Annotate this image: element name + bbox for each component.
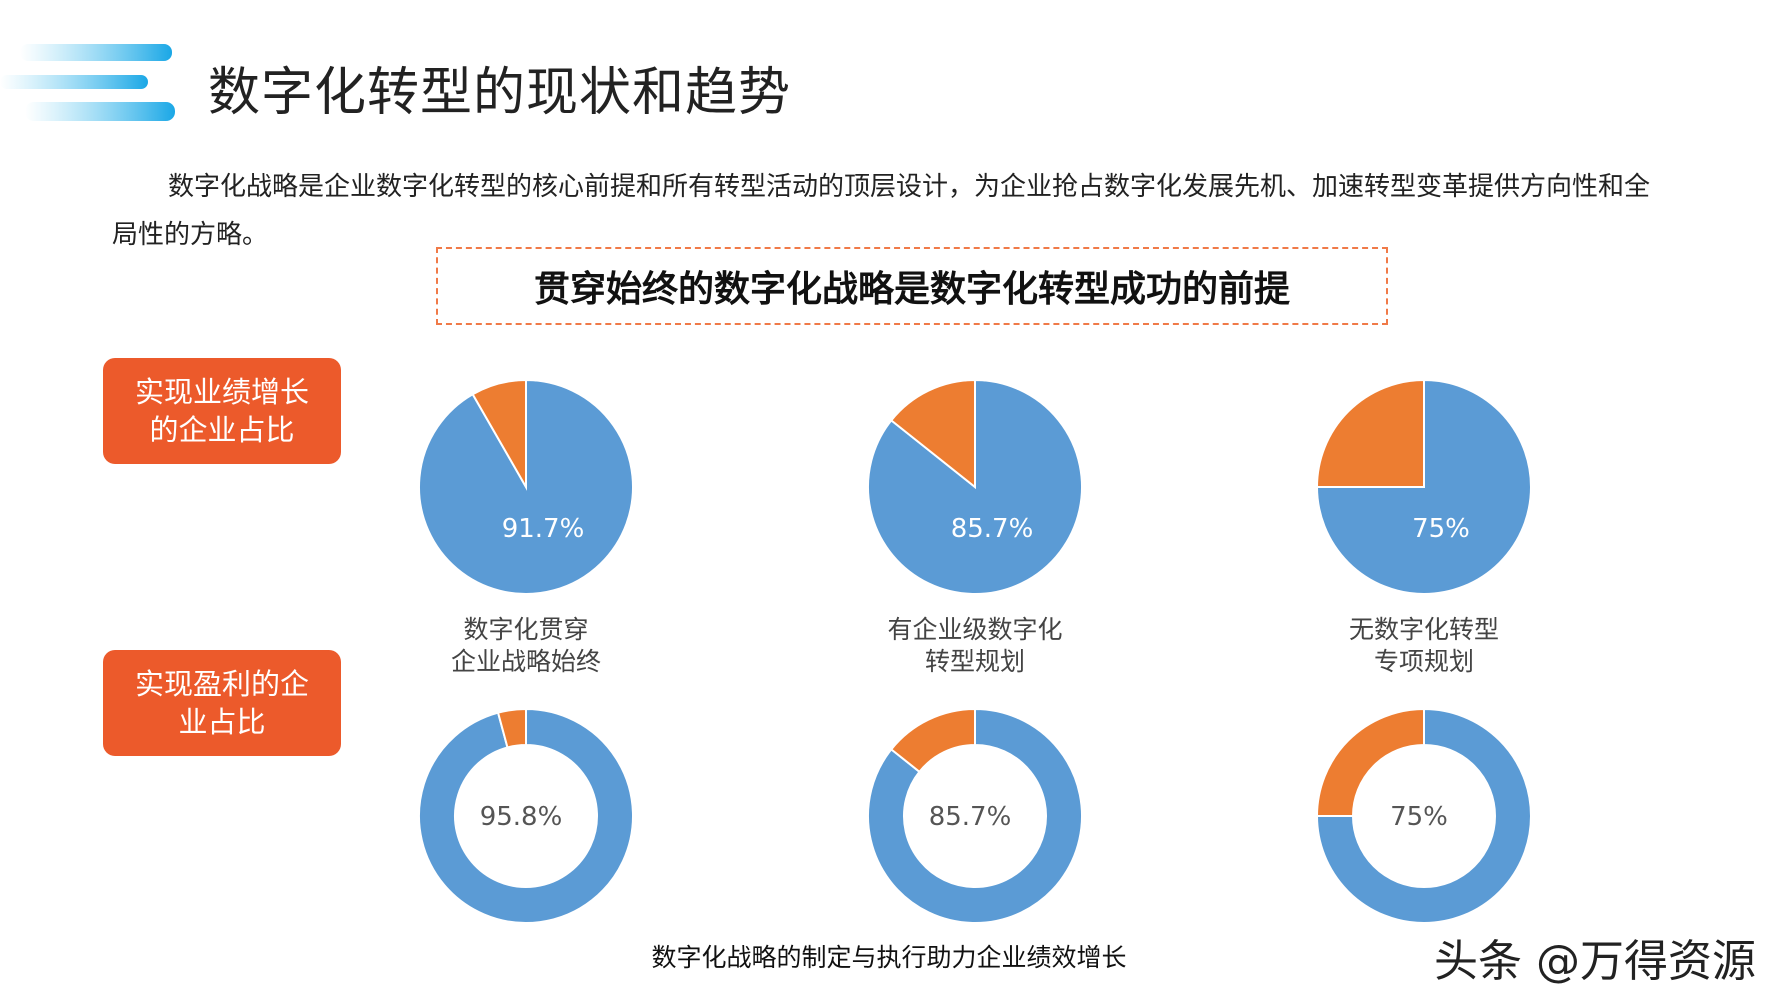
donut-chart-2: 85.7% xyxy=(867,707,1083,924)
donut-chart-3: 75% xyxy=(1315,707,1532,924)
column-label-3: 无数字化转型 专项规划 xyxy=(1348,615,1499,676)
slice-rest xyxy=(889,378,976,490)
row-label-growth: 实现业绩增长的企业占比 xyxy=(103,358,341,464)
slice-main xyxy=(418,707,634,924)
intro-paragraph: 数字化战略是企业数字化转型的核心前提和所有转型活动的顶层设计，为企业抢占数字化发… xyxy=(112,172,1651,250)
slice-rest xyxy=(1315,707,1425,817)
slice-rest xyxy=(496,707,527,749)
data-label: 91.7% xyxy=(502,514,585,544)
slice-rest xyxy=(889,707,976,774)
column-label-2: 有企业级数字化 转型规划 xyxy=(887,615,1063,676)
slice-main xyxy=(867,707,1083,924)
slice-main xyxy=(1315,378,1532,595)
page-title: 数字化转型的现状和趋势 xyxy=(208,63,792,123)
slice-rest xyxy=(1315,378,1425,488)
watermark: 头条 @万得资源 xyxy=(1434,936,1756,987)
pie-chart-3: 75% xyxy=(1315,378,1532,595)
column-label-1: 数字化贯穿 企业战略始终 xyxy=(450,615,601,676)
data-label: 75% xyxy=(1412,514,1470,544)
footer-caption: 数字化战略的制定与执行助力企业绩效增长 xyxy=(651,943,1127,972)
donut-chart-1: 95.8% xyxy=(418,707,634,924)
key-message-banner: 贯穿始终的数字化战略是数字化转型成功的前提 xyxy=(436,247,1388,325)
data-label: 85.7% xyxy=(929,802,1012,832)
data-label: 75% xyxy=(1390,802,1448,832)
slice-main xyxy=(1315,707,1532,924)
pie-chart-1: 91.7% xyxy=(418,378,634,595)
pie-chart-2: 85.7% xyxy=(867,378,1083,595)
data-label: 85.7% xyxy=(951,514,1034,544)
header-decoration xyxy=(0,44,175,121)
slice-rest xyxy=(471,378,527,491)
banner-text: 贯穿始终的数字化战略是数字化转型成功的前提 xyxy=(533,269,1290,310)
row-label-profit: 实现盈利的企业占比 xyxy=(103,650,341,756)
data-label: 95.8% xyxy=(480,802,563,832)
